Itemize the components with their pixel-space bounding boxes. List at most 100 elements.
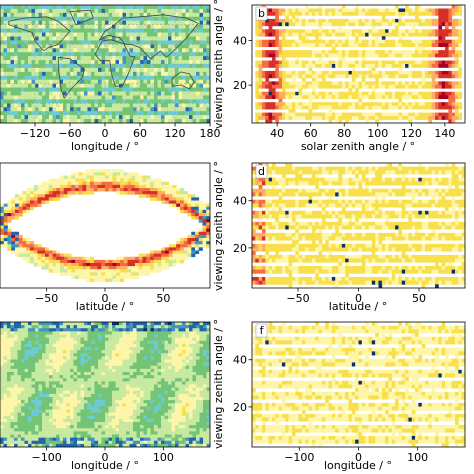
heatmap-cell [328, 60, 333, 65]
heatmap-cell [298, 8, 303, 13]
heatmap-cell [94, 36, 99, 41]
heatmap-cell [63, 103, 67, 108]
heatmap-cell [271, 29, 276, 34]
heatmap-cell [18, 234, 23, 239]
heatmap-cell [458, 170, 463, 175]
panel-label-box-b [255, 6, 268, 21]
heatmap-cell [56, 178, 61, 183]
heatmap-cell [335, 119, 339, 123]
heatmap-cell [52, 99, 57, 104]
heatmap-cell [405, 105, 409, 110]
heatmap-cell [415, 170, 419, 175]
heatmap-cell [45, 181, 50, 186]
heatmap-cell [285, 95, 289, 100]
heatmap-cell [411, 225, 416, 230]
heatmap-cell [129, 75, 134, 81]
heatmap-cell [421, 39, 426, 44]
heatmap-cell [66, 79, 71, 85]
heatmap-cell [154, 60, 158, 65]
heatmap-cell [45, 200, 50, 204]
heatmap-cell [135, 172, 140, 176]
heatmap-cell [24, 99, 29, 104]
heatmap-cell [328, 199, 333, 204]
heatmap-cell [189, 107, 193, 112]
heatmap-cell [408, 11, 413, 16]
heatmap-cell [122, 87, 127, 92]
heatmap-cell [108, 67, 113, 73]
heatmap-cell [33, 184, 38, 189]
heatmap-cell [318, 214, 323, 219]
heatmap-cell [271, 185, 276, 190]
heatmap-cell [150, 115, 155, 120]
heatmap-cell [175, 56, 179, 61]
heatmap-cell [66, 60, 71, 65]
heatmap-cell [203, 95, 207, 100]
heatmap-cell [461, 214, 465, 219]
heatmap-cell [298, 177, 303, 182]
heatmap-cell [381, 53, 386, 58]
heatmap-cell [24, 95, 29, 100]
heatmap-cell [338, 170, 343, 175]
heatmap-cell [146, 191, 151, 195]
heatmap-cell [415, 15, 419, 20]
heatmap-cell [358, 43, 363, 47]
heatmap-cell [161, 24, 165, 29]
heatmap-cell [411, 188, 416, 193]
heatmap-cell [60, 175, 65, 179]
heatmap-cell [73, 64, 78, 69]
heatmap-cell [105, 119, 109, 123]
heatmap-cell [14, 99, 18, 104]
heatmap-cell [199, 60, 204, 65]
heatmap-cell [196, 5, 200, 10]
heatmap-cell [192, 71, 197, 77]
heatmap-cell [435, 60, 439, 65]
heatmap-cell [116, 172, 121, 176]
heatmap-cell [168, 111, 172, 116]
heatmap-cell [335, 43, 339, 47]
heatmap-cell [171, 87, 176, 92]
heatmap-cell [206, 95, 210, 100]
heatmap-cell [115, 24, 120, 29]
heatmap-cell [101, 67, 106, 73]
heatmap-cell [86, 272, 91, 276]
heatmap-cell [331, 29, 336, 34]
heatmap-cell [451, 25, 456, 30]
heatmap-cell [168, 32, 172, 37]
heatmap-cell [192, 32, 197, 37]
heatmap-cell [325, 81, 329, 86]
heatmap-cell [421, 60, 426, 65]
heatmap-cell [157, 194, 162, 198]
heatmap-cell [395, 32, 399, 37]
heatmap-cell [28, 111, 32, 116]
heatmap-cell [77, 83, 81, 88]
heatmap-cell [157, 36, 162, 41]
heatmap-cell [71, 181, 76, 186]
heatmap-cell [258, 84, 263, 89]
heatmap-cell [375, 210, 379, 215]
heatmap-cell [285, 166, 289, 171]
heatmap-cell [281, 70, 286, 75]
heatmap-cell [298, 192, 303, 197]
heatmap-cell [129, 107, 134, 112]
heatmap-cell [171, 103, 176, 108]
heatmap-cell [31, 83, 36, 88]
heatmap-cell [298, 174, 303, 179]
heatmap-cell [142, 181, 147, 186]
heatmap-cell [0, 24, 4, 29]
heatmap-cell [351, 203, 356, 208]
heatmap-cell [59, 64, 64, 69]
heatmap-cell [275, 50, 279, 54]
heatmap-cell [52, 188, 57, 192]
heatmap-cell [355, 181, 359, 186]
heatmap-cell [192, 107, 197, 112]
heatmap-cell [115, 119, 120, 123]
heatmap-cell [295, 199, 299, 204]
heatmap-cell [21, 64, 25, 69]
heatmap-cell [157, 48, 162, 53]
heatmap-cell [17, 103, 22, 108]
heatmap-cell [388, 8, 393, 13]
heatmap-cell [295, 84, 299, 89]
heatmap-cell [105, 269, 110, 273]
heatmap-cell [365, 192, 369, 197]
heatmap-cell [401, 95, 406, 100]
